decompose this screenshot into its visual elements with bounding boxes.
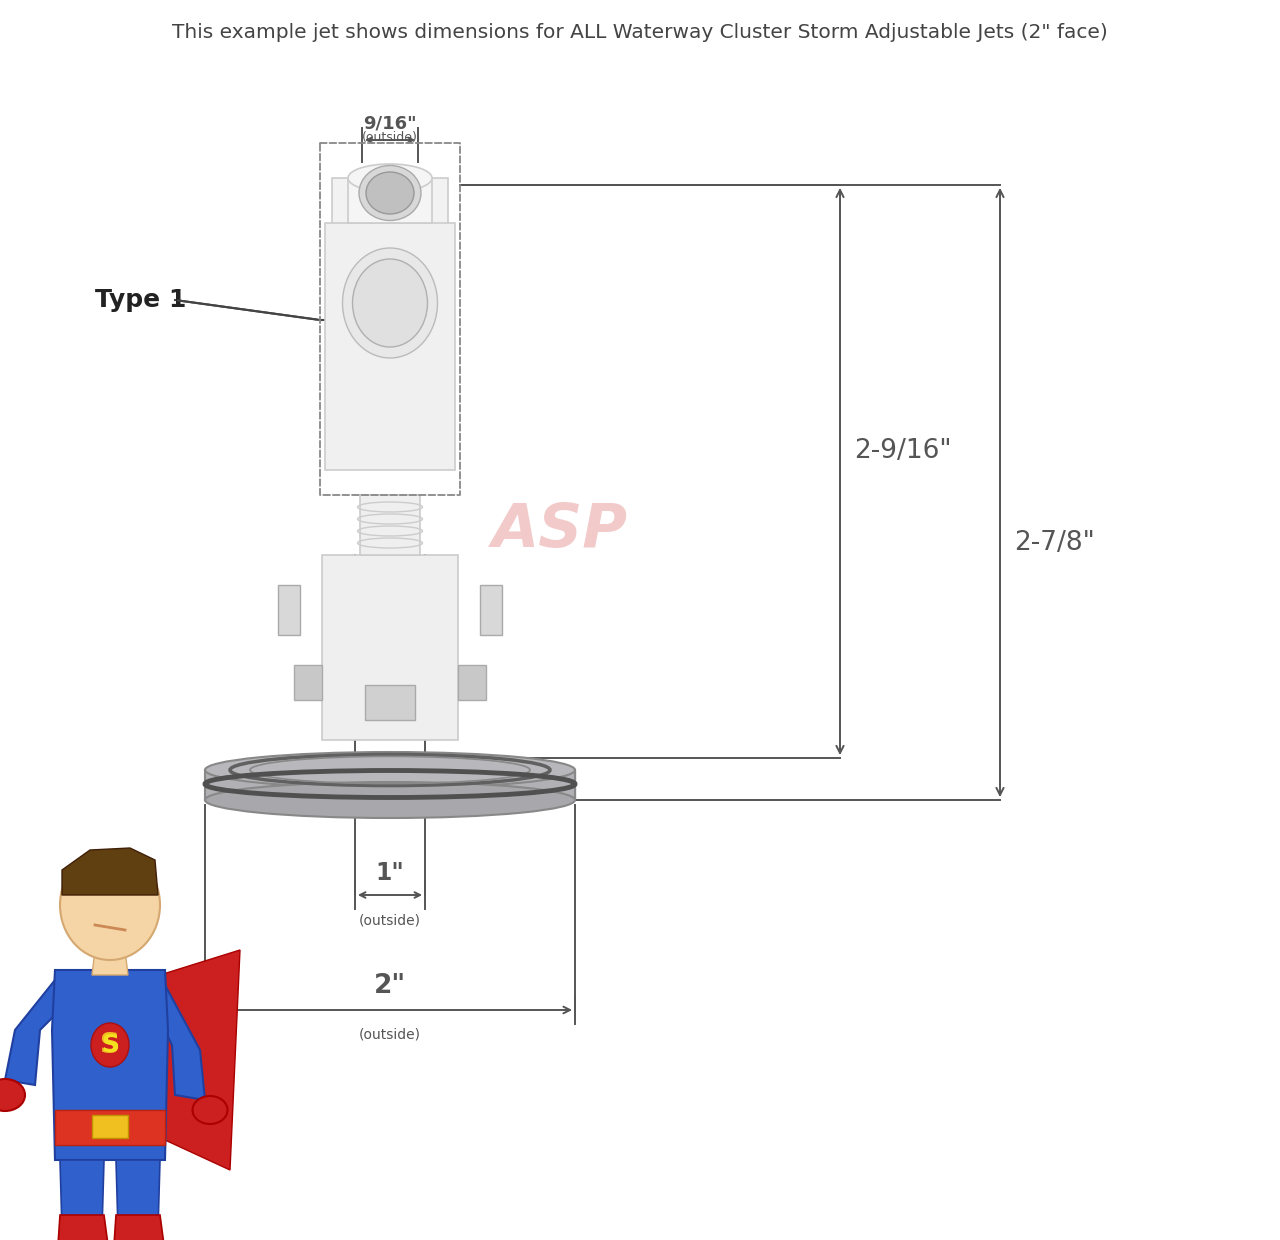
Polygon shape bbox=[323, 556, 458, 740]
Polygon shape bbox=[480, 585, 502, 635]
Polygon shape bbox=[55, 1110, 165, 1145]
Polygon shape bbox=[92, 1115, 128, 1138]
Ellipse shape bbox=[60, 849, 160, 960]
Polygon shape bbox=[113, 1215, 166, 1240]
Polygon shape bbox=[92, 950, 128, 975]
Text: Type 1: Type 1 bbox=[95, 288, 187, 312]
Text: 1": 1" bbox=[375, 861, 404, 885]
Ellipse shape bbox=[343, 248, 438, 358]
Text: 2-9/16": 2-9/16" bbox=[854, 439, 951, 465]
Text: 2-7/8": 2-7/8" bbox=[1014, 529, 1094, 556]
Text: S: S bbox=[101, 1033, 119, 1056]
Text: S: S bbox=[100, 1030, 120, 1059]
Polygon shape bbox=[348, 179, 433, 223]
Polygon shape bbox=[458, 665, 486, 701]
Polygon shape bbox=[60, 1159, 104, 1230]
Polygon shape bbox=[5, 980, 70, 1085]
Ellipse shape bbox=[352, 259, 428, 347]
Polygon shape bbox=[205, 770, 575, 800]
Text: ASP: ASP bbox=[492, 501, 628, 559]
Polygon shape bbox=[332, 179, 448, 460]
Polygon shape bbox=[150, 985, 205, 1100]
Ellipse shape bbox=[366, 172, 413, 215]
Text: 9/16": 9/16" bbox=[364, 114, 417, 131]
Ellipse shape bbox=[348, 164, 433, 192]
Polygon shape bbox=[365, 684, 415, 720]
Polygon shape bbox=[278, 585, 300, 635]
Ellipse shape bbox=[0, 1079, 26, 1111]
Polygon shape bbox=[52, 970, 168, 1159]
Polygon shape bbox=[294, 665, 323, 701]
Polygon shape bbox=[58, 1215, 110, 1240]
Ellipse shape bbox=[205, 751, 575, 787]
Text: (outside): (outside) bbox=[362, 130, 419, 144]
Polygon shape bbox=[325, 223, 454, 470]
Text: This example jet shows dimensions for ALL Waterway Cluster Storm Adjustable Jets: This example jet shows dimensions for AL… bbox=[172, 22, 1108, 41]
Text: 2": 2" bbox=[374, 973, 406, 999]
Ellipse shape bbox=[205, 782, 575, 818]
Text: (outside): (outside) bbox=[358, 1028, 421, 1042]
Text: (outside): (outside) bbox=[358, 913, 421, 928]
Polygon shape bbox=[160, 950, 241, 1171]
Ellipse shape bbox=[358, 165, 421, 221]
Polygon shape bbox=[116, 1159, 160, 1230]
Ellipse shape bbox=[192, 1096, 228, 1123]
Polygon shape bbox=[360, 495, 420, 556]
Ellipse shape bbox=[91, 1023, 129, 1066]
Polygon shape bbox=[61, 848, 157, 895]
